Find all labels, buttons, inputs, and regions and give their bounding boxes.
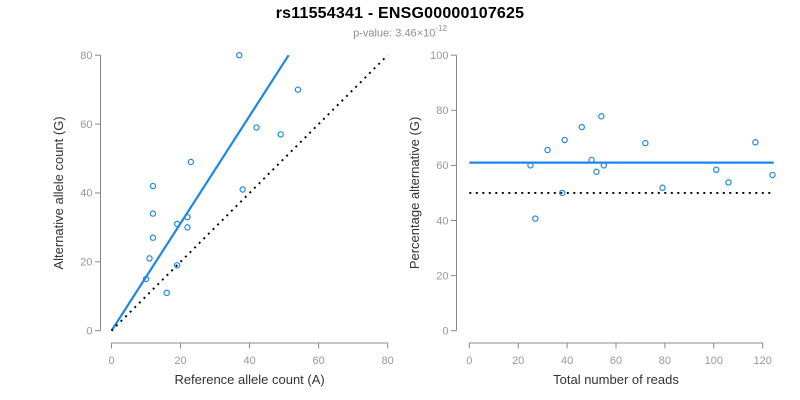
page-title: rs11554341 - ENSG00000107625 xyxy=(275,5,525,22)
data-point xyxy=(173,262,181,269)
x-tick-label: 120 xyxy=(754,355,772,367)
data-point xyxy=(277,131,284,138)
data-point xyxy=(600,162,607,169)
data-point xyxy=(725,179,732,186)
data-point xyxy=(561,136,568,144)
y-tick-label: 0 xyxy=(442,326,448,338)
data-point xyxy=(588,156,595,164)
x-tick-label: 40 xyxy=(561,355,573,367)
x-axis-title: Total number of reads xyxy=(553,372,679,387)
data-point xyxy=(544,146,551,154)
x-axis-title: Reference allele count (A) xyxy=(174,372,324,387)
data-point xyxy=(578,123,585,131)
data-point xyxy=(559,189,566,197)
x-tick-label: 0 xyxy=(466,355,472,367)
data-point xyxy=(184,213,191,221)
data-point xyxy=(149,210,157,217)
data-point xyxy=(532,215,539,222)
y-tick-label: 80 xyxy=(80,50,92,62)
percentage-alternative-plot: 0 20 40 60 80 100 0 20 40 60 80 100 120 Total number … xyxy=(407,50,776,387)
pvalue-subtitle: p-value: 3.46×10-12 xyxy=(0,24,800,40)
y-tick-label: 100 xyxy=(430,50,448,62)
allele-counts-plot: 0 20 40 60 80 0 20 40 60 80 Reference allele count… xyxy=(51,50,394,387)
x-tick-label: 20 xyxy=(174,355,186,367)
data-point xyxy=(642,139,649,147)
y-tick-label: 60 xyxy=(436,160,448,172)
data-point xyxy=(769,171,776,179)
x-tick-label: 20 xyxy=(512,355,524,367)
fit-line xyxy=(110,54,290,332)
data-point xyxy=(294,86,302,93)
x-tick-label: 40 xyxy=(243,355,255,367)
data-point xyxy=(593,168,600,175)
y-tick-label: 40 xyxy=(80,188,92,200)
data-point xyxy=(598,113,605,120)
pvalue-multiplier: ×10 xyxy=(416,27,436,40)
y-tick-label: 60 xyxy=(80,119,92,131)
pvalue-exponent: -12 xyxy=(435,24,447,33)
y-tick-label: 20 xyxy=(436,270,448,282)
x-tick-label: 80 xyxy=(659,355,671,367)
data-point xyxy=(239,186,246,193)
pvalue-mantissa: 3.46 xyxy=(395,27,417,40)
data-point xyxy=(163,289,170,297)
data-point xyxy=(173,220,181,228)
data-point xyxy=(253,124,260,131)
x-tick-label: 0 xyxy=(108,355,114,367)
y-axis-title: Percentage alternative (G) xyxy=(407,117,422,269)
data-point xyxy=(713,166,720,174)
data-point xyxy=(149,182,157,190)
data-point xyxy=(187,158,195,166)
data-point xyxy=(236,51,243,59)
data-point xyxy=(146,255,153,262)
x-tick-label: 100 xyxy=(705,355,723,367)
data-point xyxy=(184,224,191,231)
data-point xyxy=(527,162,534,169)
identity-line xyxy=(110,54,389,332)
data-point xyxy=(659,184,666,191)
data-point xyxy=(142,275,150,283)
x-tick-label: 60 xyxy=(313,355,325,367)
y-tick-label: 40 xyxy=(436,215,448,227)
data-point xyxy=(149,234,157,241)
y-tick-label: 80 xyxy=(436,105,448,117)
y-tick-label: 20 xyxy=(80,257,92,269)
data-points xyxy=(527,113,776,222)
pvalue-label: p-value: xyxy=(353,27,396,40)
y-axis-title: Alternative allele count (G) xyxy=(51,116,66,269)
data-point xyxy=(752,139,759,146)
x-tick-label: 60 xyxy=(610,355,622,367)
data-points xyxy=(142,51,302,297)
y-tick-label: 0 xyxy=(86,326,92,338)
x-tick-label: 80 xyxy=(382,355,394,367)
